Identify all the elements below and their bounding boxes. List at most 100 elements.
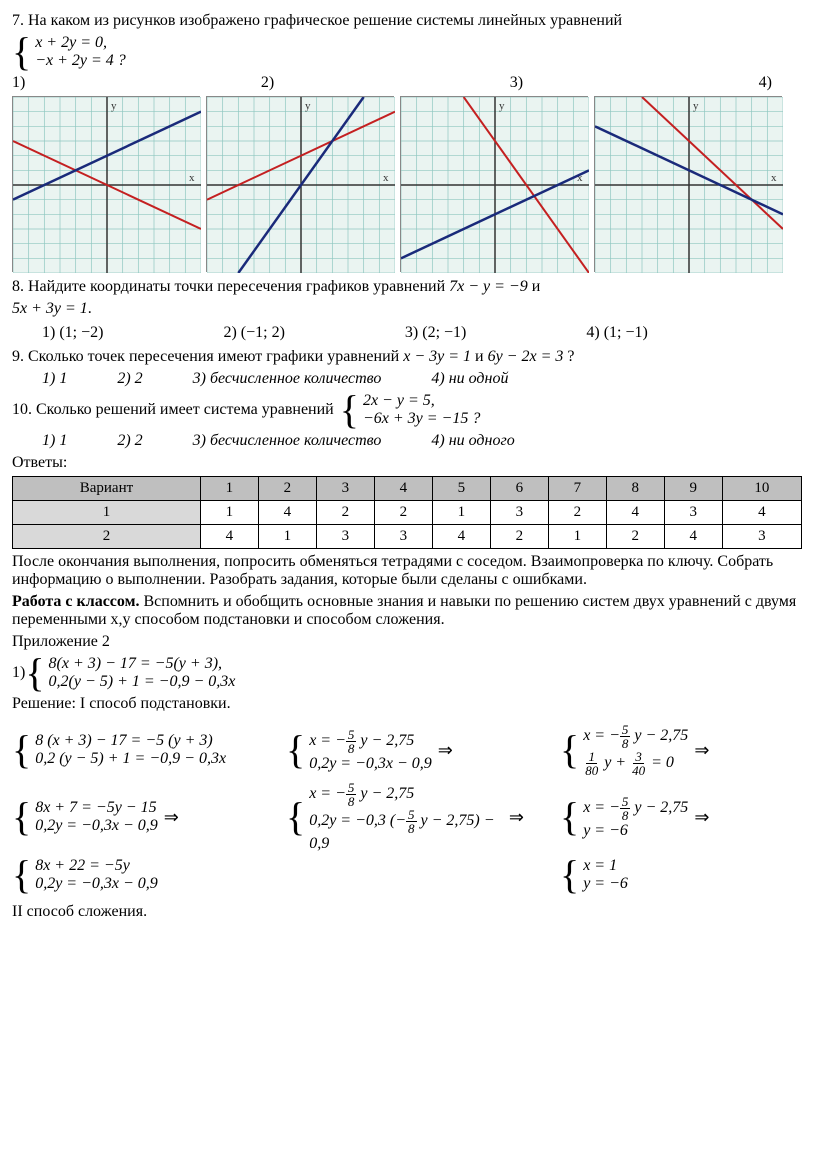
sol-c3-r1-b-post: = 0 xyxy=(647,754,674,771)
q7-opt-2: 2) xyxy=(261,74,274,92)
q8-period: . xyxy=(88,300,92,317)
q8-opt-4: 4) (1; −1) xyxy=(586,324,647,342)
frac-num: 1 xyxy=(586,750,597,764)
q9-conj: и xyxy=(475,348,488,365)
q10-opt-1: 1) 1 xyxy=(42,432,67,450)
ex1-eq1: 8(x + 3) − 17 = −5(y + 3), xyxy=(49,655,236,673)
q10-opt-2: 2) 2 xyxy=(117,432,142,450)
q8-conj: и xyxy=(532,278,541,295)
ans-hdr-4: 4 xyxy=(374,477,432,501)
para-2-bold: Работа с классом. xyxy=(12,593,140,610)
sol-c3-r1-a-post: y − 2,75 xyxy=(630,727,688,744)
q7-opt-1: 1) xyxy=(12,74,25,92)
sol-c1-r3: { 8x + 22 = −5y 0,2y = −0,3x − 0,9 xyxy=(12,857,256,893)
sol-c3-r2-a: x = −58 y − 2,75 xyxy=(583,795,688,822)
ans-r0-c1: 1 xyxy=(200,501,258,525)
sol-c1-r3-a: 8x + 22 = −5y xyxy=(35,857,158,875)
sol-c2-r2-a-post: y − 2,75 xyxy=(356,785,414,802)
frac-den: 8 xyxy=(620,737,631,750)
ans-r0-c6: 3 xyxy=(490,501,548,525)
q9-opt-3: 3) бесчисленное количество xyxy=(193,370,382,388)
q7-opt-4: 4) xyxy=(759,74,772,92)
answers-table: Вариант123456789101142213243424133421243 xyxy=(12,476,802,549)
q7-text: 7. На каком из рисунков изображено графи… xyxy=(12,12,804,30)
sol-c1-r2-b: 0,2y = −0,3x − 0,9 xyxy=(35,817,158,835)
q8-eq-b: 5x + 3y = 1 xyxy=(12,300,88,317)
ans-r0-c5: 1 xyxy=(432,501,490,525)
ans-r1-c3: 3 xyxy=(316,525,374,549)
ans-hdr-5: 5 xyxy=(432,477,490,501)
ans-hdr-0: Вариант xyxy=(13,477,201,501)
q7-eq1: x + 2y = 0, xyxy=(35,34,126,52)
q10-opt-3: 3) бесчисленное количество xyxy=(193,432,382,450)
ex1: 1) { 8(x + 3) − 17 = −5(y + 3), 0,2(y − … xyxy=(12,655,804,691)
ans-hdr-1: 1 xyxy=(200,477,258,501)
arrow-icon: ⇒ xyxy=(438,740,453,761)
sol-c3-r2-b: y = −6 xyxy=(583,822,688,840)
ans-r1-c10: 3 xyxy=(722,525,801,549)
frac-num: 5 xyxy=(346,728,357,742)
q10-eq1: 2x − y = 5, xyxy=(363,392,480,410)
graph-2: xy xyxy=(207,97,395,273)
sol-c2-r1-b: 0,2y = −0,3x − 0,9 xyxy=(309,755,432,773)
q9-eq-b: 6y − 2x = 3 xyxy=(488,348,564,365)
sol-c2-r1: { x = −58 y − 2,75 0,2y = −0,3x − 0,9 ⇒ xyxy=(286,728,530,773)
q10-stem: 10. Сколько решений имеет система уравне… xyxy=(12,401,334,419)
frac-num: 5 xyxy=(620,723,631,737)
sol-c2-r1-a-pre: x = − xyxy=(309,732,346,749)
frac-den: 80 xyxy=(583,764,600,777)
solution-label: Решение: I способ подстановки. xyxy=(12,695,804,713)
frac-num: 5 xyxy=(406,808,417,822)
para-2: Работа с классом. Вспомнить и обобщить о… xyxy=(12,593,804,629)
para-1: После окончания выполнения, попросить об… xyxy=(12,553,804,589)
q9-options: 1) 1 2) 2 3) бесчисленное количество 4) … xyxy=(42,370,804,388)
sol-c3-r2-a-post: y − 2,75 xyxy=(630,799,688,816)
q9-opt-1: 1) 1 xyxy=(42,370,67,388)
q8-opt-3: 3) (2; −1) xyxy=(405,324,466,342)
q7-eq2: −x + 2y = 4 ? xyxy=(35,52,126,70)
ans-r1-c8: 2 xyxy=(606,525,664,549)
sol-c3-r3: { x = 1 y = −6 xyxy=(560,857,804,893)
ans-r1-c5: 4 xyxy=(432,525,490,549)
q9-eq-a: x − 3y = 1 xyxy=(403,348,471,365)
graph-panel-1: xy xyxy=(12,96,200,272)
svg-text:x: x xyxy=(383,172,389,184)
svg-text:y: y xyxy=(499,100,505,112)
graph-panel-3: xy xyxy=(400,96,588,272)
method-2-label: II способ сложения. xyxy=(12,903,804,921)
q8-eq-a: 7x − y = −9 xyxy=(449,278,528,295)
sol-c3-r2-a-pre: x = − xyxy=(583,799,620,816)
q9-text: 9. Сколько точек пересечения имеют графи… xyxy=(12,348,804,366)
ex1-eq2: 0,2(y − 5) + 1 = −0,9 − 0,3x xyxy=(49,673,236,691)
svg-text:y: y xyxy=(305,100,311,112)
sol-c1-r2-a: 8x + 7 = −5y − 15 xyxy=(35,799,158,817)
graph-1: xy xyxy=(13,97,201,273)
ans-r0-c7: 2 xyxy=(548,501,606,525)
sol-c2-r1-a: x = −58 y − 2,75 xyxy=(309,728,432,755)
sol-c1-r2: { 8x + 7 = −5y − 15 0,2y = −0,3x − 0,9 ⇒ xyxy=(12,799,256,835)
arrow-icon: ⇒ xyxy=(694,807,709,828)
q8-line1: 8. Найдите координаты точки пересечения … xyxy=(12,278,804,296)
q9-stem: 9. Сколько точек пересечения имеют графи… xyxy=(12,348,403,365)
ans-r1-c4: 3 xyxy=(374,525,432,549)
frac-den: 8 xyxy=(406,822,417,835)
ans-r1-c6: 2 xyxy=(490,525,548,549)
frac-den: 8 xyxy=(346,742,357,755)
ans-hdr-10: 10 xyxy=(722,477,801,501)
ex1-system: { 8(x + 3) − 17 = −5(y + 3), 0,2(y − 5) … xyxy=(25,655,235,691)
sol-c2-r2-b: 0,2y = −0,3 (−58 y − 2,75) − 0,9 xyxy=(309,808,503,853)
graph-4: xy xyxy=(595,97,783,273)
ans-r1-c7: 1 xyxy=(548,525,606,549)
ans-r0-c2: 4 xyxy=(258,501,316,525)
answers-title: Ответы: xyxy=(12,454,804,472)
sol-c3-r3-a: x = 1 xyxy=(583,857,628,875)
q8-options: 1) (1; −2) 2) (−1; 2) 3) (2; −1) 4) (1; … xyxy=(42,324,804,342)
sol-c3-r1: { x = −58 y − 2,75 180 y + 340 = 0 ⇒ xyxy=(560,723,804,777)
svg-text:y: y xyxy=(693,100,699,112)
sol-c2-r2-a: x = −58 y − 2,75 xyxy=(309,781,503,808)
q7-graphs: xyxyxyxy xyxy=(12,96,804,272)
q7-system: { x + 2y = 0, −x + 2y = 4 ? xyxy=(12,34,804,70)
q8-text: 8. Найдите координаты точки пересечения … xyxy=(12,278,449,295)
ex1-label: 1) xyxy=(12,664,25,682)
q7-opt-3: 3) xyxy=(510,74,523,92)
